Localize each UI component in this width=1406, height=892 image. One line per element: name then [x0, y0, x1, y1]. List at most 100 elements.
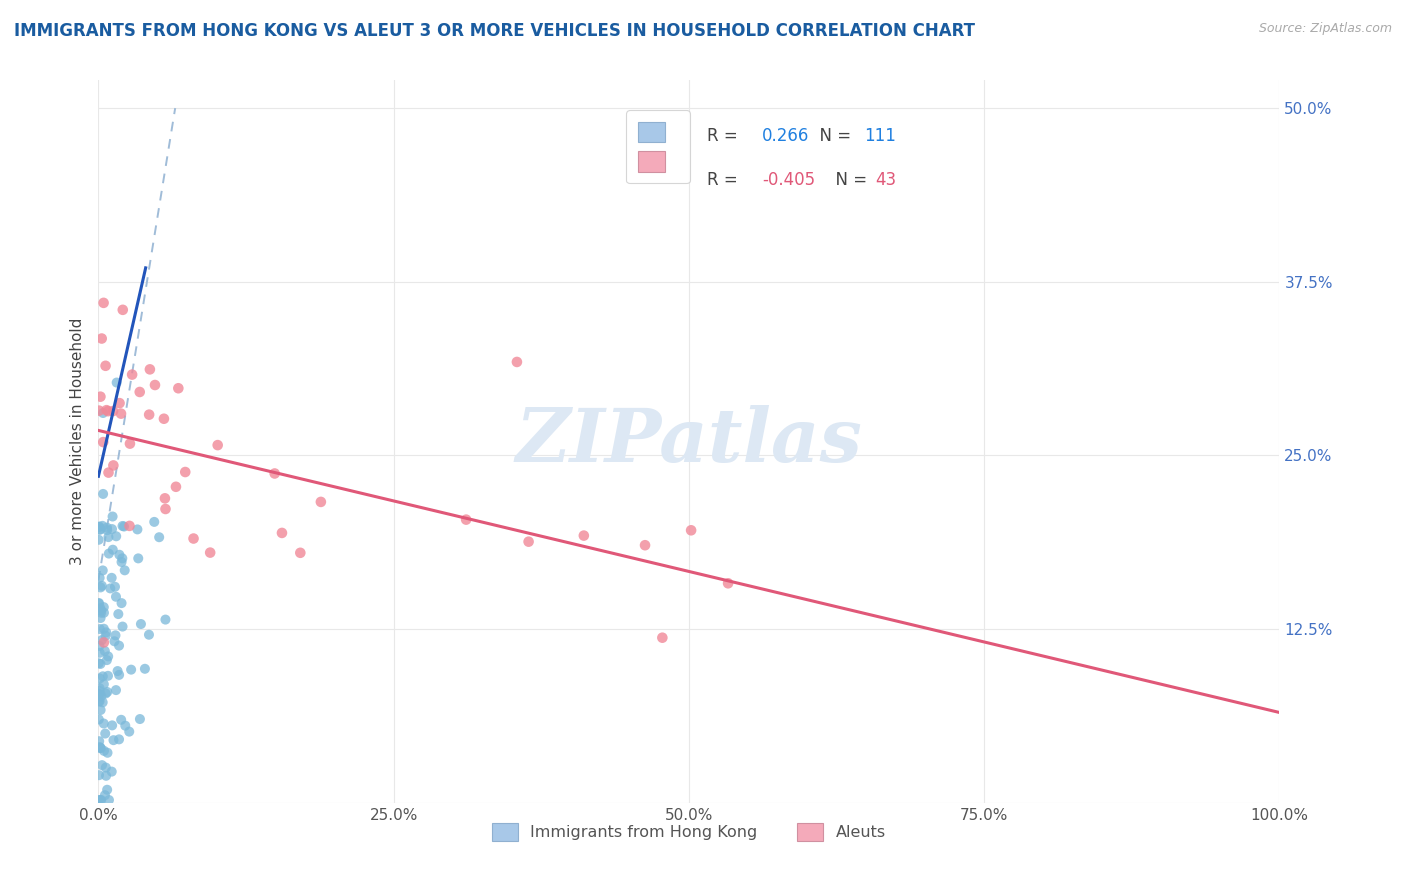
Point — [87, 403, 110, 417]
Point — [105, 529, 128, 543]
Text: 43: 43 — [876, 170, 897, 188]
Point — [127, 522, 149, 536]
Point — [456, 513, 478, 527]
Point — [96, 625, 118, 640]
Point — [174, 465, 197, 479]
Point — [93, 677, 115, 691]
Point — [98, 793, 121, 807]
Point — [87, 533, 110, 547]
Point — [114, 563, 136, 577]
Point — [94, 686, 117, 700]
Point — [97, 530, 120, 544]
Point — [107, 664, 129, 678]
Point — [94, 726, 117, 740]
Point — [110, 555, 132, 569]
Point — [97, 547, 120, 561]
Point — [96, 782, 118, 797]
Point — [183, 532, 205, 546]
Point — [110, 596, 132, 610]
Point — [128, 384, 150, 399]
Point — [101, 718, 124, 732]
Point — [94, 629, 117, 643]
Text: 111: 111 — [863, 128, 896, 145]
Point — [121, 368, 143, 382]
Point — [96, 403, 118, 417]
Point — [103, 634, 125, 648]
Point — [165, 480, 187, 494]
Point — [104, 683, 127, 698]
Point — [108, 639, 131, 653]
Point — [94, 788, 117, 802]
Point — [110, 713, 132, 727]
Point — [129, 617, 152, 632]
Point — [91, 435, 114, 450]
Point — [111, 551, 134, 566]
Point — [634, 538, 657, 552]
Text: -0.405: -0.405 — [762, 170, 815, 188]
Point — [90, 689, 112, 703]
Point — [94, 761, 117, 775]
Point — [108, 548, 131, 562]
Point — [91, 487, 114, 501]
Point — [87, 657, 110, 671]
Point — [93, 296, 115, 310]
Point — [138, 628, 160, 642]
Point — [87, 768, 110, 782]
Point — [118, 519, 141, 533]
Point — [96, 521, 118, 535]
Point — [91, 758, 114, 772]
Point — [112, 519, 135, 533]
Point — [89, 684, 111, 698]
Point — [506, 355, 529, 369]
Point — [101, 542, 124, 557]
Point — [89, 793, 111, 807]
Text: IMMIGRANTS FROM HONG KONG VS ALEUT 3 OR MORE VEHICLES IN HOUSEHOLD CORRELATION C: IMMIGRANTS FROM HONG KONG VS ALEUT 3 OR … — [14, 22, 974, 40]
Point — [91, 519, 114, 533]
Point — [87, 793, 110, 807]
Text: R =: R = — [707, 170, 742, 188]
Point — [89, 622, 111, 636]
Point — [90, 611, 112, 625]
Point — [87, 687, 110, 701]
Point — [129, 712, 152, 726]
Point — [90, 332, 112, 346]
Point — [90, 581, 112, 595]
Point — [134, 662, 156, 676]
Point — [90, 741, 112, 756]
Point — [103, 733, 125, 747]
Point — [89, 390, 111, 404]
Text: N =: N = — [810, 128, 856, 145]
Point — [87, 713, 110, 727]
Point — [93, 716, 115, 731]
Point — [89, 519, 111, 533]
Point — [100, 571, 122, 585]
Point — [148, 530, 170, 544]
Point — [111, 619, 134, 633]
Point — [681, 523, 703, 537]
Point — [91, 695, 114, 709]
Point — [143, 515, 166, 529]
Point — [153, 491, 176, 506]
Point — [114, 719, 136, 733]
Point — [104, 590, 127, 604]
Text: ZIPatlas: ZIPatlas — [516, 405, 862, 478]
Point — [118, 436, 141, 450]
Point — [93, 635, 115, 649]
Point — [263, 467, 285, 481]
Point — [104, 628, 127, 642]
Point — [89, 740, 111, 755]
Text: N =: N = — [825, 170, 872, 188]
Point — [89, 694, 111, 708]
Point — [89, 523, 111, 537]
Point — [87, 694, 110, 708]
Point — [91, 563, 114, 577]
Point — [309, 495, 332, 509]
Point — [143, 378, 166, 392]
Point — [97, 466, 120, 480]
Point — [97, 404, 120, 418]
Point — [89, 657, 111, 671]
Point — [108, 668, 131, 682]
Point — [89, 571, 111, 585]
Point — [101, 509, 124, 524]
Point — [90, 633, 112, 648]
